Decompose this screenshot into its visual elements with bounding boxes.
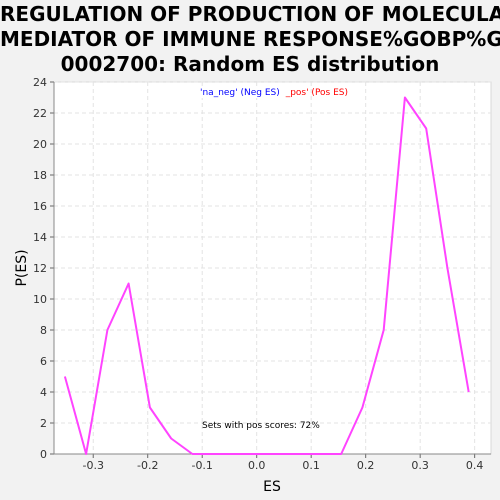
x-tick-label: 0.3	[411, 459, 429, 472]
y-tick-label: 6	[40, 355, 47, 368]
y-tick-label: 2	[40, 417, 47, 430]
pos-scores-annotation: Sets with pos scores: 72%	[202, 421, 320, 431]
legend-neg-label-front: 'na_neg' (Neg ES)	[200, 88, 280, 98]
y-tick-label: 16	[33, 200, 47, 213]
y-tick-label: 18	[33, 169, 47, 182]
axes: -0.3 -0.2 -0.1 0.0 0.1 0.2 0.3 0.40246810121416…	[33, 76, 491, 472]
y-tick-label: 20	[33, 138, 47, 151]
y-tick-label: 0	[40, 448, 47, 461]
x-tick-label: 0.0	[248, 459, 266, 472]
x-tick-label: 0.4	[466, 459, 484, 472]
es-distribution-line	[63, 96, 470, 455]
x-tick-label: 0.2	[357, 459, 375, 472]
grid-lines	[54, 81, 491, 455]
y-tick-label: 24	[33, 76, 47, 89]
y-tick-label: 10	[33, 293, 47, 306]
y-tick-label: 14	[33, 231, 47, 244]
y-tick-label: 4	[40, 386, 47, 399]
chart-title: REGULATION OF PRODUCTION OF MOLECULAR ME…	[0, 2, 500, 77]
x-tick-label: -0.3	[82, 459, 103, 472]
chart-title-line-1: REGULATION OF PRODUCTION OF MOLECULAR	[0, 2, 500, 26]
legend-neg-backdrop	[199, 86, 285, 98]
y-tick-label: 12	[33, 262, 47, 275]
x-tick-label: 0.1	[302, 459, 320, 472]
chart-title-line-3: 0002700: Random ES distribution	[60, 52, 440, 76]
x-tick-label: -0.1	[191, 459, 212, 472]
series-layer	[63, 96, 470, 455]
x-tick-label: -0.2	[137, 459, 158, 472]
x-axis-label: ES	[263, 479, 281, 495]
y-tick-label: 22	[33, 107, 47, 120]
y-tick-label: 8	[40, 324, 47, 337]
legend-pos-label: 'na_pos' (Pos ES)	[272, 88, 348, 98]
y-axis-label: P(ES)	[14, 249, 30, 286]
chart-title-line-2: MEDIATOR OF IMMUNE RESPONSE%GOBP%GO:	[0, 27, 500, 51]
